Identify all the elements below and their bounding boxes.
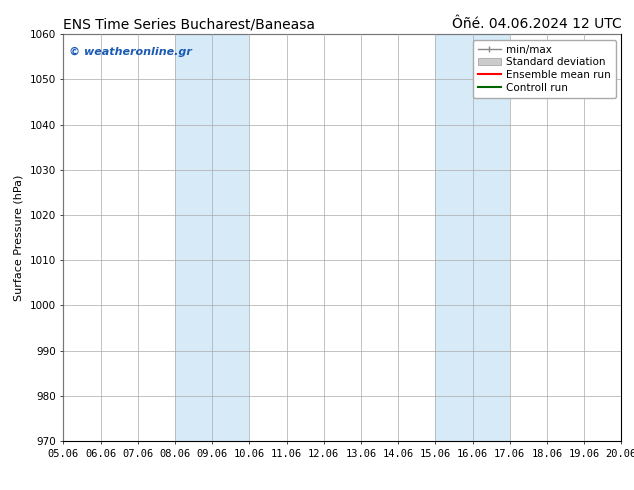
Bar [436, 34, 510, 441]
Text: Ôñé. 04.06.2024 12 UTC: Ôñé. 04.06.2024 12 UTC [451, 17, 621, 31]
Text: ENS Time Series Bucharest/Baneasa: ENS Time Series Bucharest/Baneasa [63, 17, 315, 31]
Text: © weatheronline.gr: © weatheronline.gr [69, 47, 192, 56]
Y-axis label: Surface Pressure (hPa): Surface Pressure (hPa) [14, 174, 24, 301]
Bar [175, 34, 249, 441]
Legend: min/max, Standard deviation, Ensemble mean run, Controll run: min/max, Standard deviation, Ensemble me… [473, 40, 616, 98]
